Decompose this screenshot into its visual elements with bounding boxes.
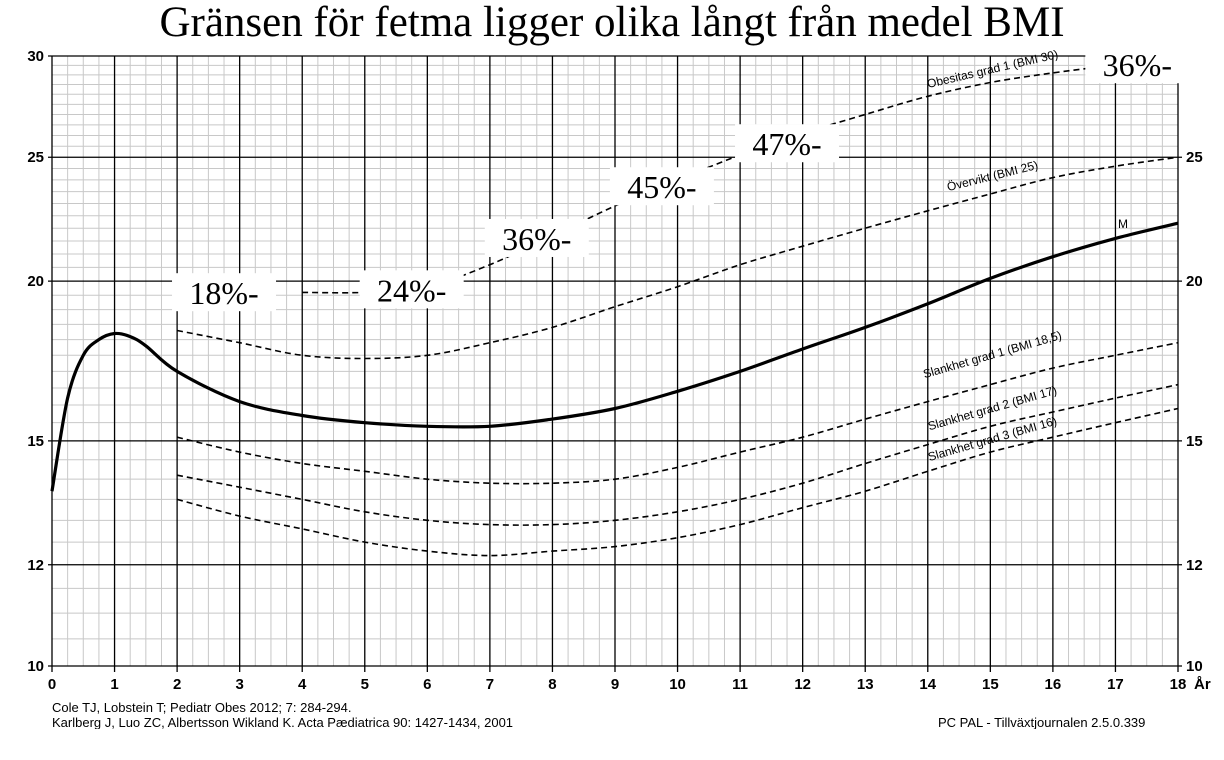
x-tick-label: 17 — [1107, 676, 1124, 693]
series-line-dashed — [176, 156, 1179, 360]
y-tick-label-left: 15 — [27, 433, 44, 450]
x-tick-label: 10 — [669, 676, 686, 693]
x-tick-labels: 0 1 2 3 4 5 6 7 8 9 10 11 12 13 14 15 16 17 18 År — [48, 676, 1211, 693]
y-tick-label-left: 10 — [27, 658, 44, 675]
percent-annotation: 36%- — [1103, 47, 1172, 83]
percent-annotation: 24%- — [377, 272, 446, 308]
x-tick-label: 14 — [919, 676, 936, 693]
x-tick-label: 4 — [298, 676, 307, 693]
percent-annotations: 18%- 24%- 36%- 45%- 47%- 36%- — [172, 45, 1190, 312]
chart-title: Gränsen för fetma ligger olika långt frå… — [159, 0, 1065, 46]
annotation-box — [609, 167, 714, 206]
x-tick-label: 9 — [611, 676, 619, 693]
percent-annotation: 45%- — [627, 169, 696, 205]
y-tick-label-right: 12 — [1186, 557, 1203, 574]
reference-1: Cole TJ, Lobstein T; Pediatr Obes 2012; … — [52, 700, 352, 715]
percent-annotation: 47%- — [752, 126, 821, 162]
y-tick-label-left: 30 — [27, 48, 44, 65]
x-tick-label: 5 — [361, 676, 369, 693]
x-tick-label: 0 — [48, 676, 56, 693]
series-line-mean — [50, 221, 1179, 492]
x-tick-label: 6 — [423, 676, 431, 693]
x-tick-label: 2 — [173, 676, 181, 693]
series-line-dashed — [176, 407, 1179, 557]
references: Cole TJ, Lobstein T; Pediatr Obes 2012; … — [52, 700, 513, 730]
y-tick-label-right: 10 — [1186, 658, 1203, 675]
bottom-cutoff — [0, 729, 1224, 760]
reference-2: Karlberg J, Luo ZC, Albertsson Wikland K… — [52, 715, 514, 730]
series-label: Slankhet grad 1 (BMI 18,5) — [921, 328, 1063, 381]
x-tick-label: 18 — [1170, 676, 1187, 693]
y-tick-label-right: 25 — [1186, 149, 1203, 166]
annotation-box — [484, 218, 589, 257]
annotation-box — [735, 124, 840, 163]
annotation-box — [359, 270, 464, 309]
x-tick-label: 15 — [982, 676, 999, 693]
y-tick-label-left: 12 — [27, 557, 44, 574]
annotation-box — [1085, 45, 1190, 84]
x-tick-label: 7 — [486, 676, 494, 693]
y-tick-labels: 10 10 12 12 15 15 20 20 25 25 30 — [27, 48, 1202, 675]
curve-labels: Obesitas grad 1 (BMI 30)Övervikt (BMI 25… — [921, 47, 1127, 464]
x-tick-label: 3 — [235, 676, 243, 693]
x-tick-label: 11 — [732, 676, 748, 693]
x-axis-label: År — [1194, 676, 1211, 693]
y-tick-label-left: 25 — [27, 149, 44, 166]
series-line-dashed — [176, 341, 1179, 485]
x-tick-label: 13 — [857, 676, 874, 693]
x-tick-label: 1 — [110, 676, 118, 693]
y-tick-label-right: 15 — [1186, 433, 1203, 450]
series-line-dashed — [176, 383, 1179, 526]
software-credit: PC PAL - Tillväxtjournalen 2.5.0.339 — [938, 715, 1146, 730]
annotation-box — [172, 273, 277, 312]
x-tick-label: 16 — [1045, 676, 1062, 693]
x-tick-label: 8 — [548, 676, 556, 693]
y-tick-label-right: 20 — [1186, 273, 1203, 290]
series-label: Övervikt (BMI 25) — [946, 158, 1040, 194]
series-label: M — [1118, 217, 1128, 231]
x-tick-label: 12 — [794, 676, 811, 693]
y-tick-label-left: 20 — [27, 273, 44, 290]
percent-annotation: 36%- — [502, 221, 571, 257]
grid-major — [48, 55, 1182, 672]
percent-annotation: 18%- — [189, 275, 258, 311]
